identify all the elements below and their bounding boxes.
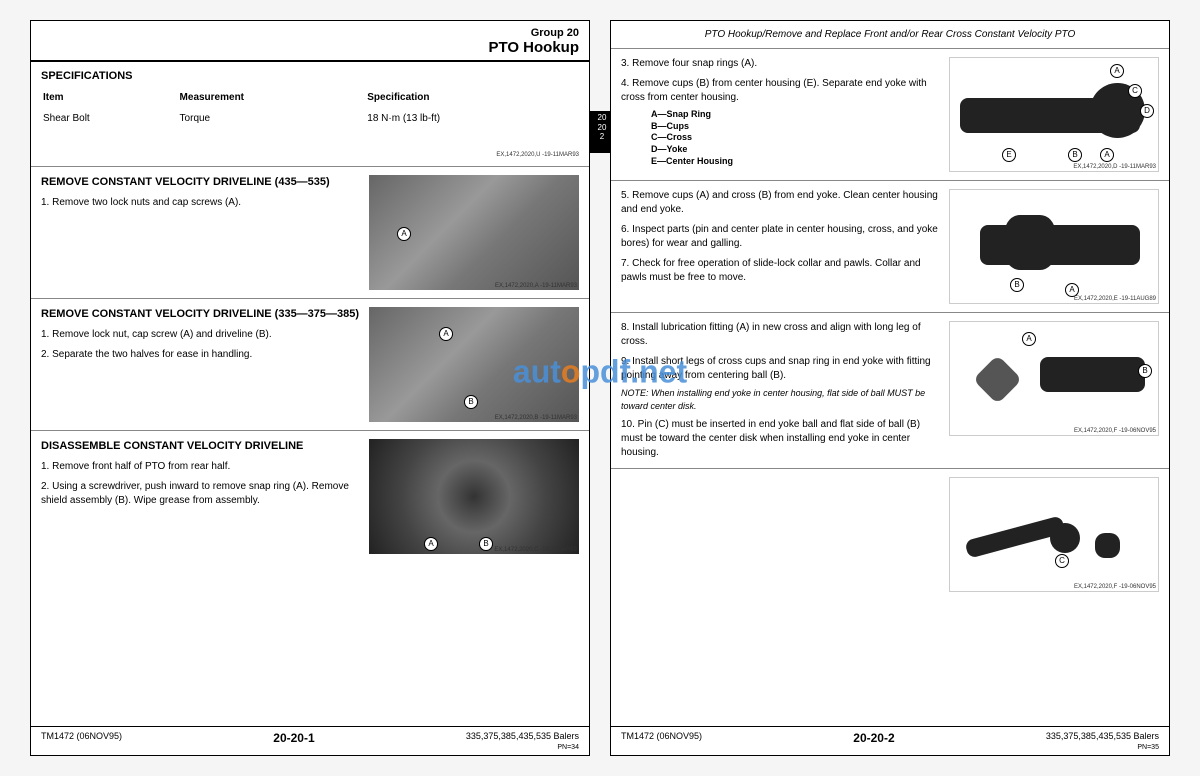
legend-item: C—Cross xyxy=(651,132,941,144)
step-text: 9. Install short legs of cross cups and … xyxy=(621,355,941,383)
section-step-5-7: 5. Remove cups (A) and cross (B) from en… xyxy=(611,181,1169,313)
callout-b: B xyxy=(1138,364,1152,378)
figure-ref: EX,1472,2020,F -19-06NOV95 xyxy=(1074,584,1156,590)
page-title: PTO Hookup xyxy=(41,39,579,56)
right-page: PTO Hookup/Remove and Replace Front and/… xyxy=(610,20,1170,756)
section-heading: REMOVE CONSTANT VELOCITY DRIVELINE (335—… xyxy=(41,307,361,322)
figure-image: B A EX,1472,2020,E -19-11AUG89 xyxy=(949,189,1159,304)
step-text: 5. Remove cups (A) and cross (B) from en… xyxy=(621,189,941,217)
step-text: 4. Remove cups (B) from center housing (… xyxy=(621,77,941,105)
right-header: PTO Hookup/Remove and Replace Front and/… xyxy=(611,21,1169,49)
pn-text: PN=35 xyxy=(1137,744,1159,751)
section-remove-435: REMOVE CONSTANT VELOCITY DRIVELINE (435—… xyxy=(31,167,589,299)
page-footer: TM1472 (06NOV95) 20-20-1 335,375,385,435… xyxy=(31,726,589,755)
figure-ref: EX,1472,2020,F -19-06NOV95 xyxy=(1074,428,1156,434)
section-disassemble: DISASSEMBLE CONSTANT VELOCITY DRIVELINE … xyxy=(31,431,589,562)
section-tab: 20 20 2 xyxy=(593,111,611,153)
section-heading: DISASSEMBLE CONSTANT VELOCITY DRIVELINE xyxy=(41,439,361,454)
callout-b: B xyxy=(464,395,478,409)
figure-ref: EX,1472,2020,B -19-11MAR93 xyxy=(495,415,577,421)
callout-a: A xyxy=(397,227,411,241)
spec-heading: SPECIFICATIONS xyxy=(41,70,579,82)
left-header: Group 20 PTO Hookup xyxy=(31,21,589,62)
spec-col: Item xyxy=(43,90,178,105)
callout-b: B xyxy=(479,537,493,551)
step-text: 1. Remove front half of PTO from rear ha… xyxy=(41,460,361,474)
callout-a: A xyxy=(424,537,438,551)
callout-b: B xyxy=(1010,278,1024,292)
step-text: 7. Check for free operation of slide-loc… xyxy=(621,257,941,285)
callout-a: A xyxy=(1022,332,1036,346)
figure-ref: EX,1472,2020,D -19-11MAR93 xyxy=(1073,164,1156,170)
group-label: Group 20 xyxy=(41,27,579,39)
spec-table: Item Measurement Specification Shear Bol… xyxy=(41,88,579,132)
page-number: 20-20-2 xyxy=(853,731,894,745)
callout-c: C xyxy=(1055,554,1069,568)
model-info: 335,375,385,435,535 Balers PN=35 xyxy=(1046,731,1159,751)
pn-text: PN=34 xyxy=(557,744,579,751)
figure-ref: EX,1472,2020,C -19-11MAR93 xyxy=(494,547,577,553)
callout-a: A xyxy=(1100,148,1114,162)
figure-image: A B EX,1472,2020,F -19-06NOV95 xyxy=(949,321,1159,436)
page-spread: Group 20 PTO Hookup 20 20 1 SPECIFICATIO… xyxy=(0,0,1200,776)
figure-image: A B EX,1472,2020,C -19-11MAR93 xyxy=(369,439,579,554)
legend-item: A—Snap Ring xyxy=(651,109,941,121)
step-text: 10. Pin (C) must be inserted in end yoke… xyxy=(621,418,941,460)
step-text: 1. Remove lock nut, cap screw (A) and dr… xyxy=(41,328,361,342)
step-text: 8. Install lubrication fitting (A) in ne… xyxy=(621,321,941,349)
legend-item: D—Yoke xyxy=(651,144,941,156)
page-number: 20-20-1 xyxy=(273,731,314,745)
model-text: 335,375,385,435,535 Balers xyxy=(466,731,579,741)
figure-image: C EX,1472,2020,F -19-06NOV95 xyxy=(949,477,1159,592)
step-text: 6. Inspect parts (pin and center plate i… xyxy=(621,223,941,251)
callout-a: A xyxy=(1110,64,1124,78)
step-text: 1. Remove two lock nuts and cap screws (… xyxy=(41,196,361,210)
callout-c: C xyxy=(1128,84,1142,98)
page-footer: TM1472 (06NOV95) 20-20-2 335,375,385,435… xyxy=(611,726,1169,755)
tm-number: TM1472 (06NOV95) xyxy=(41,731,122,741)
figure-image: A C D A B E EX,1472,2020,D -19-11MAR93 xyxy=(949,57,1159,172)
step-text: 2. Separate the two halves for ease in h… xyxy=(41,348,361,362)
spec-col: Specification xyxy=(367,90,577,105)
callout-a: A xyxy=(1065,283,1079,297)
section-heading: REMOVE CONSTANT VELOCITY DRIVELINE (435—… xyxy=(41,175,361,190)
figure-ref: EX,1472,2020,E -19-11AUG89 xyxy=(1074,296,1156,302)
section-figure-only: C EX,1472,2020,F -19-06NOV95 xyxy=(611,469,1169,600)
step-text: 3. Remove four snap rings (A). xyxy=(621,57,941,71)
legend-item: E—Center Housing xyxy=(651,156,941,168)
spec-col: Measurement xyxy=(180,90,366,105)
spec-cell: 18 N·m (13 lb-ft) xyxy=(367,107,577,130)
figure-image: A B EX,1472,2020,B -19-11MAR93 xyxy=(369,307,579,422)
callout-e: E xyxy=(1002,148,1016,162)
figure-ref: EX,1472,2020,A -19-11MAR93 xyxy=(495,283,577,289)
parts-legend: A—Snap Ring B—Cups C—Cross D—Yoke E—Cent… xyxy=(651,109,941,167)
callout-d: D xyxy=(1140,104,1154,118)
step-text: 2. Using a screwdriver, push inward to r… xyxy=(41,480,361,508)
spec-cell: Shear Bolt xyxy=(43,107,178,130)
model-text: 335,375,385,435,535 Balers xyxy=(1046,731,1159,741)
tm-number: TM1472 (06NOV95) xyxy=(621,731,702,741)
model-info: 335,375,385,435,535 Balers PN=34 xyxy=(466,731,579,751)
spec-cell: Torque xyxy=(180,107,366,130)
section-step-8-10: 8. Install lubrication fitting (A) in ne… xyxy=(611,313,1169,469)
legend-item: B—Cups xyxy=(651,121,941,133)
spec-section: SPECIFICATIONS Item Measurement Specific… xyxy=(31,62,589,167)
callout-a: A xyxy=(439,327,453,341)
section-remove-335: REMOVE CONSTANT VELOCITY DRIVELINE (335—… xyxy=(31,299,589,431)
section-step-3-4: 3. Remove four snap rings (A). 4. Remove… xyxy=(611,49,1169,181)
left-page: Group 20 PTO Hookup 20 20 1 SPECIFICATIO… xyxy=(30,20,590,756)
note-text: NOTE: When installing end yoke in center… xyxy=(621,387,941,412)
callout-b: B xyxy=(1068,148,1082,162)
figure-ref: EX,1472,2020,U -19-11MAR93 xyxy=(41,152,579,158)
figure-image: A EX,1472,2020,A -19-11MAR93 xyxy=(369,175,579,290)
